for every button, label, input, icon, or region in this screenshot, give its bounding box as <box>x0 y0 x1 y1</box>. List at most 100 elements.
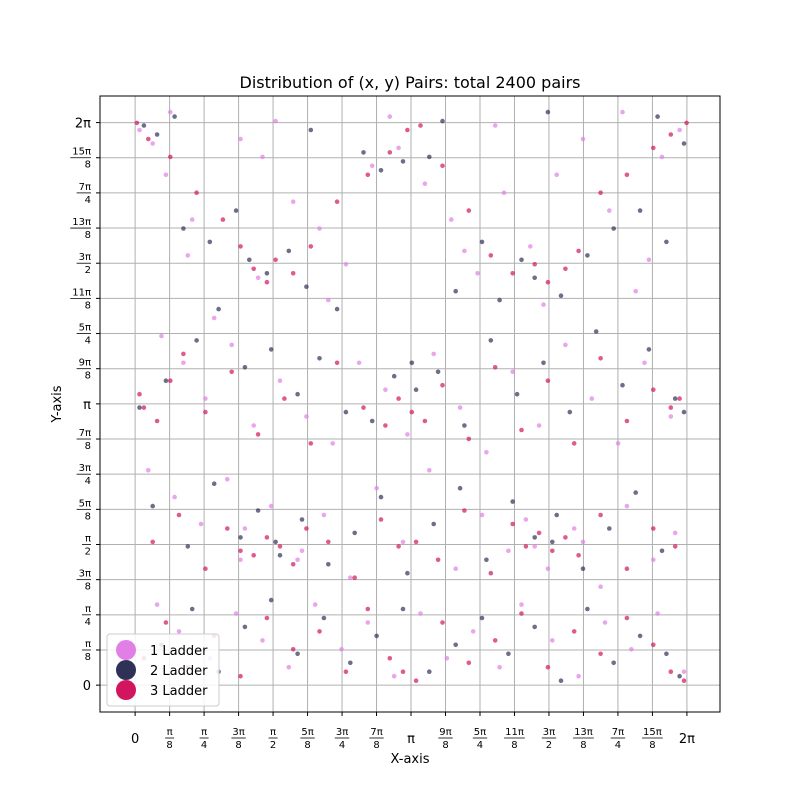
scatter-point <box>664 651 669 657</box>
scatter-point <box>684 120 689 126</box>
scatter-point <box>435 557 441 563</box>
scatter-point <box>519 257 524 263</box>
scatter-point <box>510 369 515 375</box>
scatter-point <box>413 387 419 393</box>
scatter-point <box>268 347 274 352</box>
scatter-point <box>677 127 682 133</box>
series-3 <box>134 120 689 683</box>
scatter-point <box>369 163 375 169</box>
scatter-point <box>365 606 371 612</box>
x-tick-label: 0 <box>131 732 139 747</box>
scatter-point <box>251 423 256 428</box>
scatter-point <box>668 669 674 674</box>
scatter-point <box>189 217 195 222</box>
x-tick-text: 2π <box>679 732 695 747</box>
scatter-point <box>427 468 432 473</box>
x-tick-numerator: 3π <box>543 727 555 738</box>
x-tick-denominator: 4 <box>477 740 483 751</box>
scatter-point <box>651 145 656 151</box>
scatter-point <box>255 508 261 513</box>
x-axis-label: X-axis <box>391 752 430 767</box>
x-tick-numerator: 9π <box>439 727 451 738</box>
x-tick-numerator: 3π <box>336 727 348 738</box>
scatter-point <box>198 521 204 527</box>
scatter-point <box>273 257 278 263</box>
grid-layer <box>100 96 720 712</box>
scatter-point <box>317 226 322 231</box>
scatter-point <box>672 396 678 401</box>
scatter-point <box>334 360 340 366</box>
scatter-point <box>488 570 494 576</box>
scatter-point <box>260 154 265 160</box>
scatter-point <box>440 382 445 388</box>
scatter-point <box>233 611 239 616</box>
scatter-point <box>462 508 467 513</box>
scatter-point <box>238 136 243 142</box>
scatter-point <box>154 418 160 424</box>
scatter-point <box>427 669 432 674</box>
y-tick-label: 5π4 <box>76 323 91 347</box>
x-tick-denominator: 4 <box>615 740 621 751</box>
scatter-point <box>554 172 559 178</box>
scatter-point <box>585 253 590 258</box>
scatter-point <box>567 409 573 415</box>
y-tick-numerator: 5π <box>79 323 91 334</box>
scatter-point <box>484 450 489 455</box>
legend-marker <box>116 680 136 700</box>
scatter-point <box>470 629 476 634</box>
scatter-point <box>431 351 437 357</box>
x-tick-label: π <box>407 732 415 747</box>
scatter-point <box>576 673 581 679</box>
scatter-point <box>440 620 445 625</box>
scatter-point <box>334 199 340 204</box>
scatter-point <box>409 409 415 415</box>
scatter-point <box>242 526 248 531</box>
scatter-point <box>374 633 379 639</box>
scatter-point <box>523 544 529 549</box>
scatter-point <box>479 239 485 245</box>
scatter-point <box>624 566 630 571</box>
scatter-point <box>536 423 542 428</box>
scatter-point <box>611 660 616 666</box>
scatter-point <box>598 512 603 518</box>
scatter-point <box>598 190 603 195</box>
scatter-point <box>444 656 450 661</box>
x-tick-label: 7π8 <box>369 727 384 751</box>
scatter-point <box>506 548 511 554</box>
scatter-point <box>677 396 682 401</box>
scatter-point <box>242 624 248 630</box>
scatter-point <box>211 481 217 487</box>
scatter-point <box>646 257 652 263</box>
scatter-point <box>189 606 195 612</box>
scatter-point <box>203 396 208 401</box>
scatter-point <box>435 369 441 375</box>
y-tick-label: 3π2 <box>76 252 91 276</box>
legend: 1 Ladder 2 Ladder 3 Ladder <box>106 633 220 707</box>
x-tick-numerator: 5π <box>474 727 486 738</box>
series-1 <box>137 109 687 679</box>
scatter-point <box>229 342 234 348</box>
scatter-point <box>637 208 643 213</box>
scatter-point <box>185 253 191 258</box>
scatter-point <box>492 365 498 370</box>
scatter-point <box>585 606 590 612</box>
scatter-point <box>545 566 551 571</box>
scatter-point <box>593 329 599 334</box>
scatter-point <box>431 521 437 527</box>
x-tick-label: 7π4 <box>610 727 626 751</box>
scatter-point <box>251 266 256 272</box>
x-tick-numerator: π <box>167 727 173 738</box>
scatter-point <box>506 651 511 657</box>
scatter-point <box>268 597 274 603</box>
scatter-point <box>391 373 397 379</box>
scatter-point <box>238 548 243 554</box>
scatter-point <box>589 396 595 401</box>
x-tick-denominator: 8 <box>235 740 241 751</box>
x-tick-label: π4 <box>199 727 209 751</box>
scatter-point <box>207 239 213 245</box>
y-tick-denominator: 8 <box>85 230 91 241</box>
scatter-point <box>598 584 603 589</box>
scatter-point <box>387 150 393 155</box>
chart-title: Distribution of (x, y) Pairs: total 2400… <box>240 73 581 92</box>
